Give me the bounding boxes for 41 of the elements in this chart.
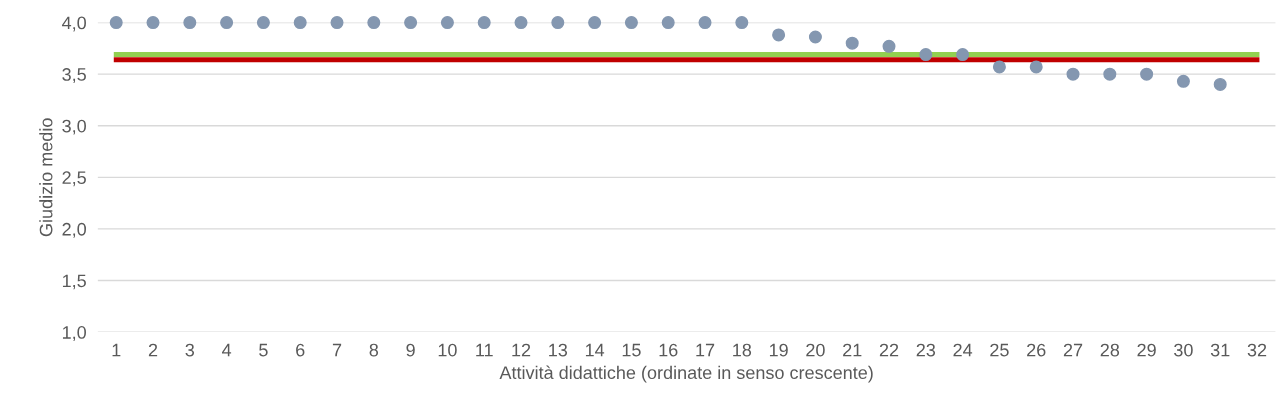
x-tick-label: 22 bbox=[879, 343, 899, 357]
y-tick-label: 3,5 bbox=[62, 68, 86, 83]
y-tick-label: 3,0 bbox=[62, 119, 86, 135]
x-tick-label: 24 bbox=[953, 343, 973, 357]
x-tick-label: 10 bbox=[438, 343, 457, 357]
y-tick-label: 1,0 bbox=[62, 326, 86, 341]
x-tick-label: 21 bbox=[843, 343, 862, 357]
x-tick-label: 13 bbox=[549, 343, 568, 357]
y-tick-label: 1,5 bbox=[62, 274, 86, 290]
x-tick-label: 14 bbox=[585, 343, 605, 357]
x-tick-label: 11 bbox=[476, 343, 493, 357]
x-tick-label: 18 bbox=[733, 343, 752, 357]
x-axis-title: Attività didattiche (ordinate in senso crescente) bbox=[499, 365, 873, 383]
x-tick-label: 6 bbox=[296, 343, 305, 357]
x-tick-label: 29 bbox=[1137, 343, 1156, 357]
y-tick-label: 4,0 bbox=[62, 16, 86, 32]
x-tick-label: 28 bbox=[1100, 343, 1120, 357]
y-tick-label: 2,0 bbox=[62, 222, 86, 238]
x-tick-label: 20 bbox=[806, 343, 825, 357]
x-tick-label: 15 bbox=[622, 343, 641, 357]
x-tick-label: 16 bbox=[659, 343, 678, 357]
x-tick-label: 19 bbox=[769, 343, 788, 357]
x-tick-label: 26 bbox=[1027, 343, 1046, 357]
x-tick-label: 23 bbox=[916, 343, 936, 357]
x-tick-label: 3 bbox=[185, 343, 195, 357]
y-axis-title: Giudizio medio bbox=[39, 118, 53, 237]
x-tick-label: 17 bbox=[696, 343, 715, 357]
x-tick-label: 25 bbox=[990, 343, 1009, 357]
x-tick-label: 32 bbox=[1247, 343, 1267, 357]
x-tick-label: 2 bbox=[148, 343, 158, 357]
y-tick-label: 2,5 bbox=[62, 171, 86, 187]
x-tick-label: 9 bbox=[406, 343, 415, 357]
x-tick-label: 5 bbox=[259, 343, 268, 357]
x-tick-label: 27 bbox=[1063, 343, 1083, 357]
x-tick-label: 30 bbox=[1174, 343, 1193, 357]
x-tick-label: 4 bbox=[222, 343, 232, 357]
x-tick-label: 12 bbox=[512, 343, 531, 357]
x-tick-label: 1 bbox=[112, 343, 121, 357]
x-tick-label: 8 bbox=[369, 343, 379, 357]
x-tick-label: 31 bbox=[1210, 343, 1230, 357]
x-tick-label: 7 bbox=[332, 343, 342, 357]
